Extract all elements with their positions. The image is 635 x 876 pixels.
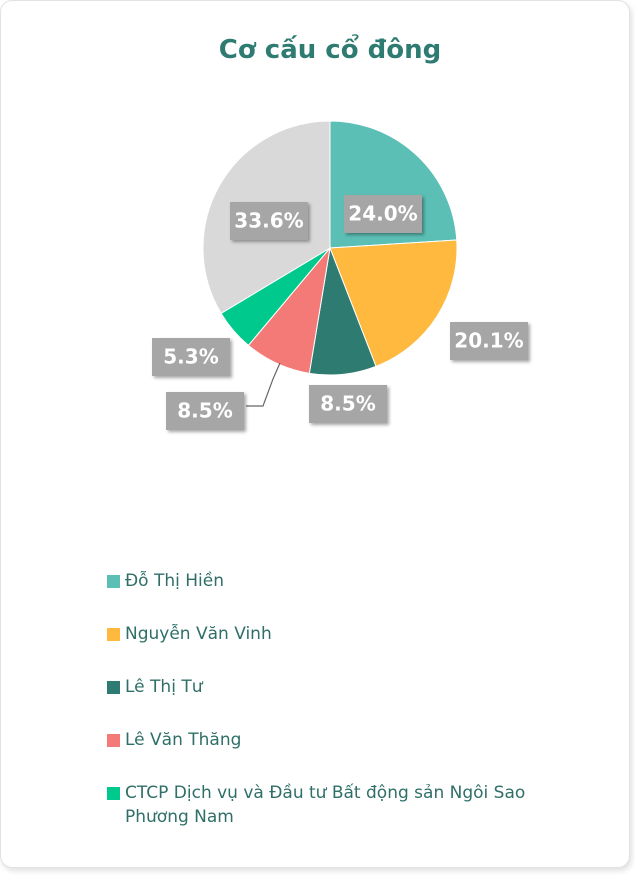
data-label-box: [450, 322, 528, 360]
data-label-box: [344, 195, 422, 233]
legend-swatch: [107, 575, 120, 588]
legend-item: CTCP Dịch vụ và Đầu tư Bất động sản Ngôi…: [107, 781, 587, 829]
chart-title: Cơ cấu cổ đông: [219, 32, 441, 65]
legend-label: Lê Thị Tư: [125, 677, 203, 697]
data-label-text: 24.0%: [348, 202, 417, 226]
data-label-box: [230, 202, 308, 240]
data-label-box: [309, 385, 387, 423]
data-label-text: 33.6%: [234, 209, 303, 233]
data-label-text: 8.5%: [177, 399, 232, 423]
legend-swatch: [107, 734, 120, 747]
legend-swatch: [107, 628, 120, 641]
legend-label: CTCP Dịch vụ và Đầu tư Bất động sản Ngôi…: [125, 783, 526, 827]
data-label-box: [152, 338, 230, 376]
data-label: 8.5%: [166, 392, 244, 430]
legend: Đỗ Thị Hiền Nguyễn Văn Vinh Lê Thị Tư Lê Vă…: [107, 569, 587, 858]
data-label: 33.6%: [230, 202, 308, 240]
legend-item: Đỗ Thị Hiền: [107, 569, 587, 593]
pie-slice: [329, 239, 458, 368]
data-label: 8.5%: [309, 385, 387, 423]
legend-item: Lê Thị Tư: [107, 675, 587, 699]
legend-label: Lê Văn Thăng: [125, 730, 242, 750]
leader-line: [246, 362, 281, 407]
data-label-text: 5.3%: [163, 345, 218, 369]
data-label-box: [166, 392, 244, 430]
data-label-text: 20.1%: [454, 329, 523, 353]
data-label: 24.0%: [344, 195, 422, 233]
legend-label: Đỗ Thị Hiền: [125, 571, 225, 591]
legend-swatch: [107, 787, 120, 800]
chart: Cơ cấu cổ đông 24.0% 20.1% 8.5% 8.5% 5.3% 33.…: [152, 32, 528, 430]
legend-label: Nguyễn Văn Vinh: [125, 624, 272, 644]
legend-item: Nguyễn Văn Vinh: [107, 622, 587, 646]
data-label: 20.1%: [450, 322, 528, 360]
data-label: 5.3%: [152, 338, 230, 376]
data-label-text: 8.5%: [320, 392, 375, 416]
legend-swatch: [107, 681, 120, 694]
legend-item: Lê Văn Thăng: [107, 728, 587, 752]
